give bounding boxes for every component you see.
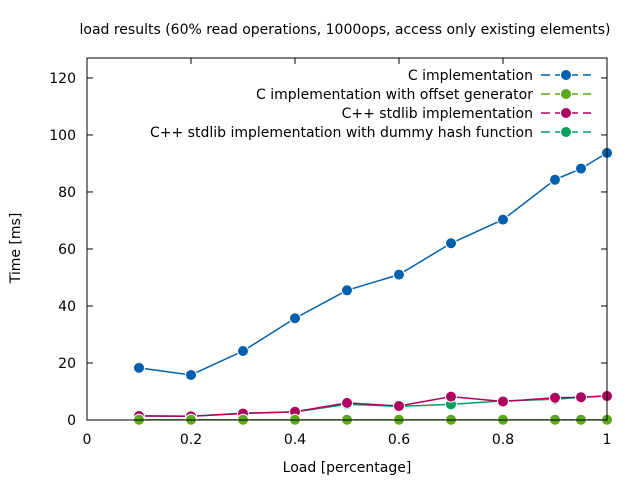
x-axis-label: Load [percentage]	[283, 460, 412, 476]
data-point	[445, 390, 457, 403]
series-2	[133, 390, 613, 423]
axis-ticks: 0 0.2 0.4 0.6 0.8 1 0 20 40 60 80 100 120	[49, 58, 611, 448]
x-tick-label: 0.6	[388, 432, 410, 448]
legend-marker	[560, 69, 572, 81]
series-3	[133, 389, 613, 423]
data-point	[575, 162, 587, 175]
plot-frame	[86, 57, 608, 421]
data-point	[445, 237, 457, 250]
data-point	[549, 173, 561, 186]
y-tick-label: 40	[58, 299, 76, 315]
y-tick-label: 80	[58, 185, 76, 201]
data-point	[341, 396, 353, 409]
data-point	[575, 391, 587, 404]
series-0	[133, 146, 613, 381]
data-point	[549, 391, 561, 404]
x-tick-label: 0.2	[180, 432, 202, 448]
y-tick-label: 100	[49, 128, 76, 144]
data-point	[341, 284, 353, 297]
legend-label: C implementation	[408, 68, 533, 84]
x-tick-label: 0.8	[492, 432, 514, 448]
x-tick-label: 0.4	[284, 432, 306, 448]
series-line	[138, 395, 608, 418]
legend-label: C++ stdlib implementation	[342, 106, 533, 122]
y-tick-label: 20	[58, 356, 76, 372]
data-point	[497, 395, 509, 408]
chart-title: load results (60% read operations, 1000o…	[79, 22, 610, 38]
series-layer	[133, 146, 613, 426]
data-point	[393, 400, 405, 413]
y-tick-label: 0	[67, 413, 76, 429]
data-point	[393, 268, 405, 281]
series-line	[138, 152, 608, 376]
legend-label: C++ stdlib implementation with dummy has…	[150, 125, 533, 141]
data-point	[185, 368, 197, 381]
data-point	[133, 361, 145, 374]
y-tick-label: 60	[58, 242, 76, 258]
data-point	[237, 345, 249, 358]
legend-label: C implementation with offset generator	[256, 87, 533, 103]
legend-marker	[560, 107, 572, 119]
y-tick-label: 120	[49, 71, 76, 87]
y-axis-label: Time [ms]	[8, 213, 24, 285]
data-point	[289, 312, 301, 325]
legend: C implementation C implementation with of…	[150, 68, 591, 141]
x-tick-label: 0	[83, 432, 92, 448]
x-tick-label: 1	[603, 432, 612, 448]
data-point	[497, 213, 509, 226]
legend-marker	[560, 88, 572, 100]
legend-marker	[560, 126, 572, 138]
